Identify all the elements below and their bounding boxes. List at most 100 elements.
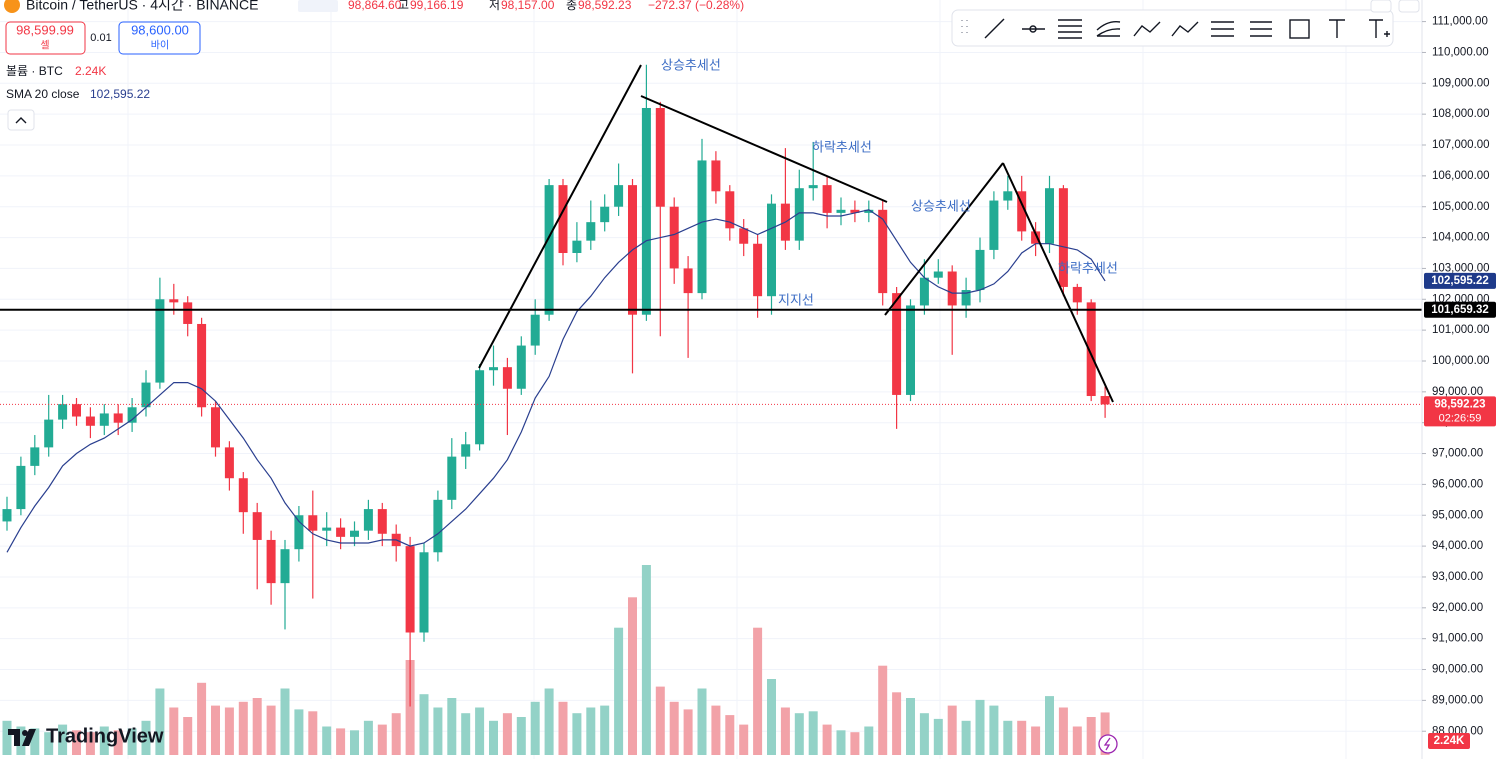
price-axis[interactable] (1422, 0, 1508, 759)
coin-icon (4, 0, 20, 13)
candle-body (558, 185, 568, 253)
y-tick-label: 106,000.00 (1432, 170, 1490, 182)
overlay-layer: 상승추세선 하락추세선 상승추세선 하락추세선 지지선 (0, 57, 1422, 405)
candle-body (586, 222, 596, 241)
annotation[interactable]: 상승추세선 (661, 57, 721, 72)
volume-bar (989, 705, 999, 755)
trend-line[interactable] (884, 162, 1004, 316)
volume-bar (183, 717, 193, 755)
y-tick-label: 109,000.00 (1432, 77, 1490, 89)
symbol[interactable]: Bitcoin / TetherUS · 4시간 · BINANCE (26, 0, 258, 13)
volume-bar (864, 726, 874, 755)
volume-bar (530, 701, 540, 755)
annotation[interactable]: 상승추세선 (911, 198, 971, 213)
header-buttons[interactable] (298, 0, 338, 12)
volume-bar (558, 701, 568, 755)
candle-body (836, 209, 846, 213)
tool-text[interactable] (1329, 19, 1345, 38)
volume-bar (266, 705, 276, 755)
volume-bar (1045, 696, 1054, 755)
volume-bar (475, 707, 485, 755)
candle-body (405, 546, 415, 633)
volume-bar (30, 728, 40, 755)
volume-bar (711, 705, 721, 755)
tool-text-note[interactable] (1369, 19, 1390, 38)
volume-bar (753, 627, 763, 755)
trend-line[interactable] (478, 64, 642, 369)
candle-body (711, 160, 721, 192)
candle-body (30, 447, 40, 466)
collapse-button[interactable] (7, 109, 35, 131)
volume-bar (294, 709, 304, 755)
tool-hline[interactable] (1022, 25, 1045, 33)
candle-body (794, 188, 804, 241)
drag-handle[interactable] (961, 20, 968, 33)
tool-pattern[interactable] (1133, 21, 1161, 37)
candle-body (72, 404, 81, 417)
y-tick-label: 91,000.00 (1432, 633, 1483, 645)
ohlc-low: 98,157.00 (501, 0, 555, 12)
candle-body (961, 290, 971, 306)
price-badge (1424, 396, 1496, 427)
tool-pitchfork[interactable] (1096, 20, 1121, 37)
trend-line[interactable] (1002, 162, 1114, 403)
ohlc-high: 99,166.19 (410, 0, 464, 12)
logo-dot (22, 730, 28, 736)
tool-forecast[interactable] (1250, 21, 1272, 37)
tool-fib[interactable] (1058, 19, 1082, 39)
tool-trendline[interactable] (984, 18, 1005, 39)
y-tick-label: 100,000.00 (1432, 355, 1490, 367)
candle-body (947, 271, 957, 306)
tool-elliott[interactable] (1171, 21, 1199, 37)
y-tick-label: 105,000.00 (1432, 201, 1490, 213)
volume-bar (628, 597, 637, 755)
annotation[interactable]: 하락추세선 (812, 139, 872, 154)
tool-rect[interactable] (1289, 19, 1310, 39)
hline-badge (1424, 301, 1496, 318)
candle-body (85, 416, 95, 426)
trend-line[interactable] (640, 95, 888, 203)
ohlc-high-label: 고 (398, 0, 409, 12)
buy-button[interactable] (118, 21, 201, 55)
sell-button[interactable] (5, 21, 86, 55)
volume-bar (975, 699, 985, 755)
candle-body (1100, 396, 1110, 405)
volume-bar (322, 726, 332, 755)
candle-body (2, 509, 12, 522)
candle-body (739, 228, 749, 244)
volume-bar (447, 698, 457, 755)
candle-body (475, 370, 485, 445)
volume-legend[interactable]: 볼륨 · BTC (6, 64, 63, 78)
ohlc-change: −272.37 (−0.28%) (648, 0, 744, 12)
volume-bar (933, 718, 943, 755)
sma-legend[interactable]: SMA 20 close (6, 87, 80, 101)
countdown: 02:26:59 (1439, 412, 1482, 424)
candle-body (1086, 302, 1096, 397)
volume-bar (211, 705, 220, 755)
settings-button[interactable] (1398, 0, 1420, 13)
y-tick-label: 90,000.00 (1432, 664, 1483, 676)
volume-bar (502, 713, 512, 755)
tool-projection[interactable] (1211, 21, 1234, 37)
candle-body (363, 509, 373, 531)
volume-bar (808, 711, 818, 755)
candle-body (933, 271, 943, 278)
logo-mark (8, 729, 36, 746)
volume-bar (739, 724, 749, 755)
candle-body (336, 527, 346, 537)
candle-body (864, 209, 874, 213)
alert-icon[interactable] (1098, 734, 1118, 754)
ohlc-close-label: 종 (566, 0, 577, 12)
volume-bar (794, 713, 804, 755)
candle-body (516, 345, 526, 389)
drawing-toolbar (951, 0, 1420, 47)
scroll-button[interactable] (1370, 0, 1392, 13)
volume-layer (2, 565, 1110, 755)
y-tick-label: 111,000.00 (1432, 16, 1488, 28)
annotation[interactable]: 지지선 (778, 292, 814, 307)
volume-bar (280, 688, 290, 755)
candle-body (141, 382, 151, 408)
volume-bar (197, 682, 207, 755)
candle-body (919, 277, 929, 306)
annotation[interactable]: 하락추세선 (1058, 260, 1118, 275)
